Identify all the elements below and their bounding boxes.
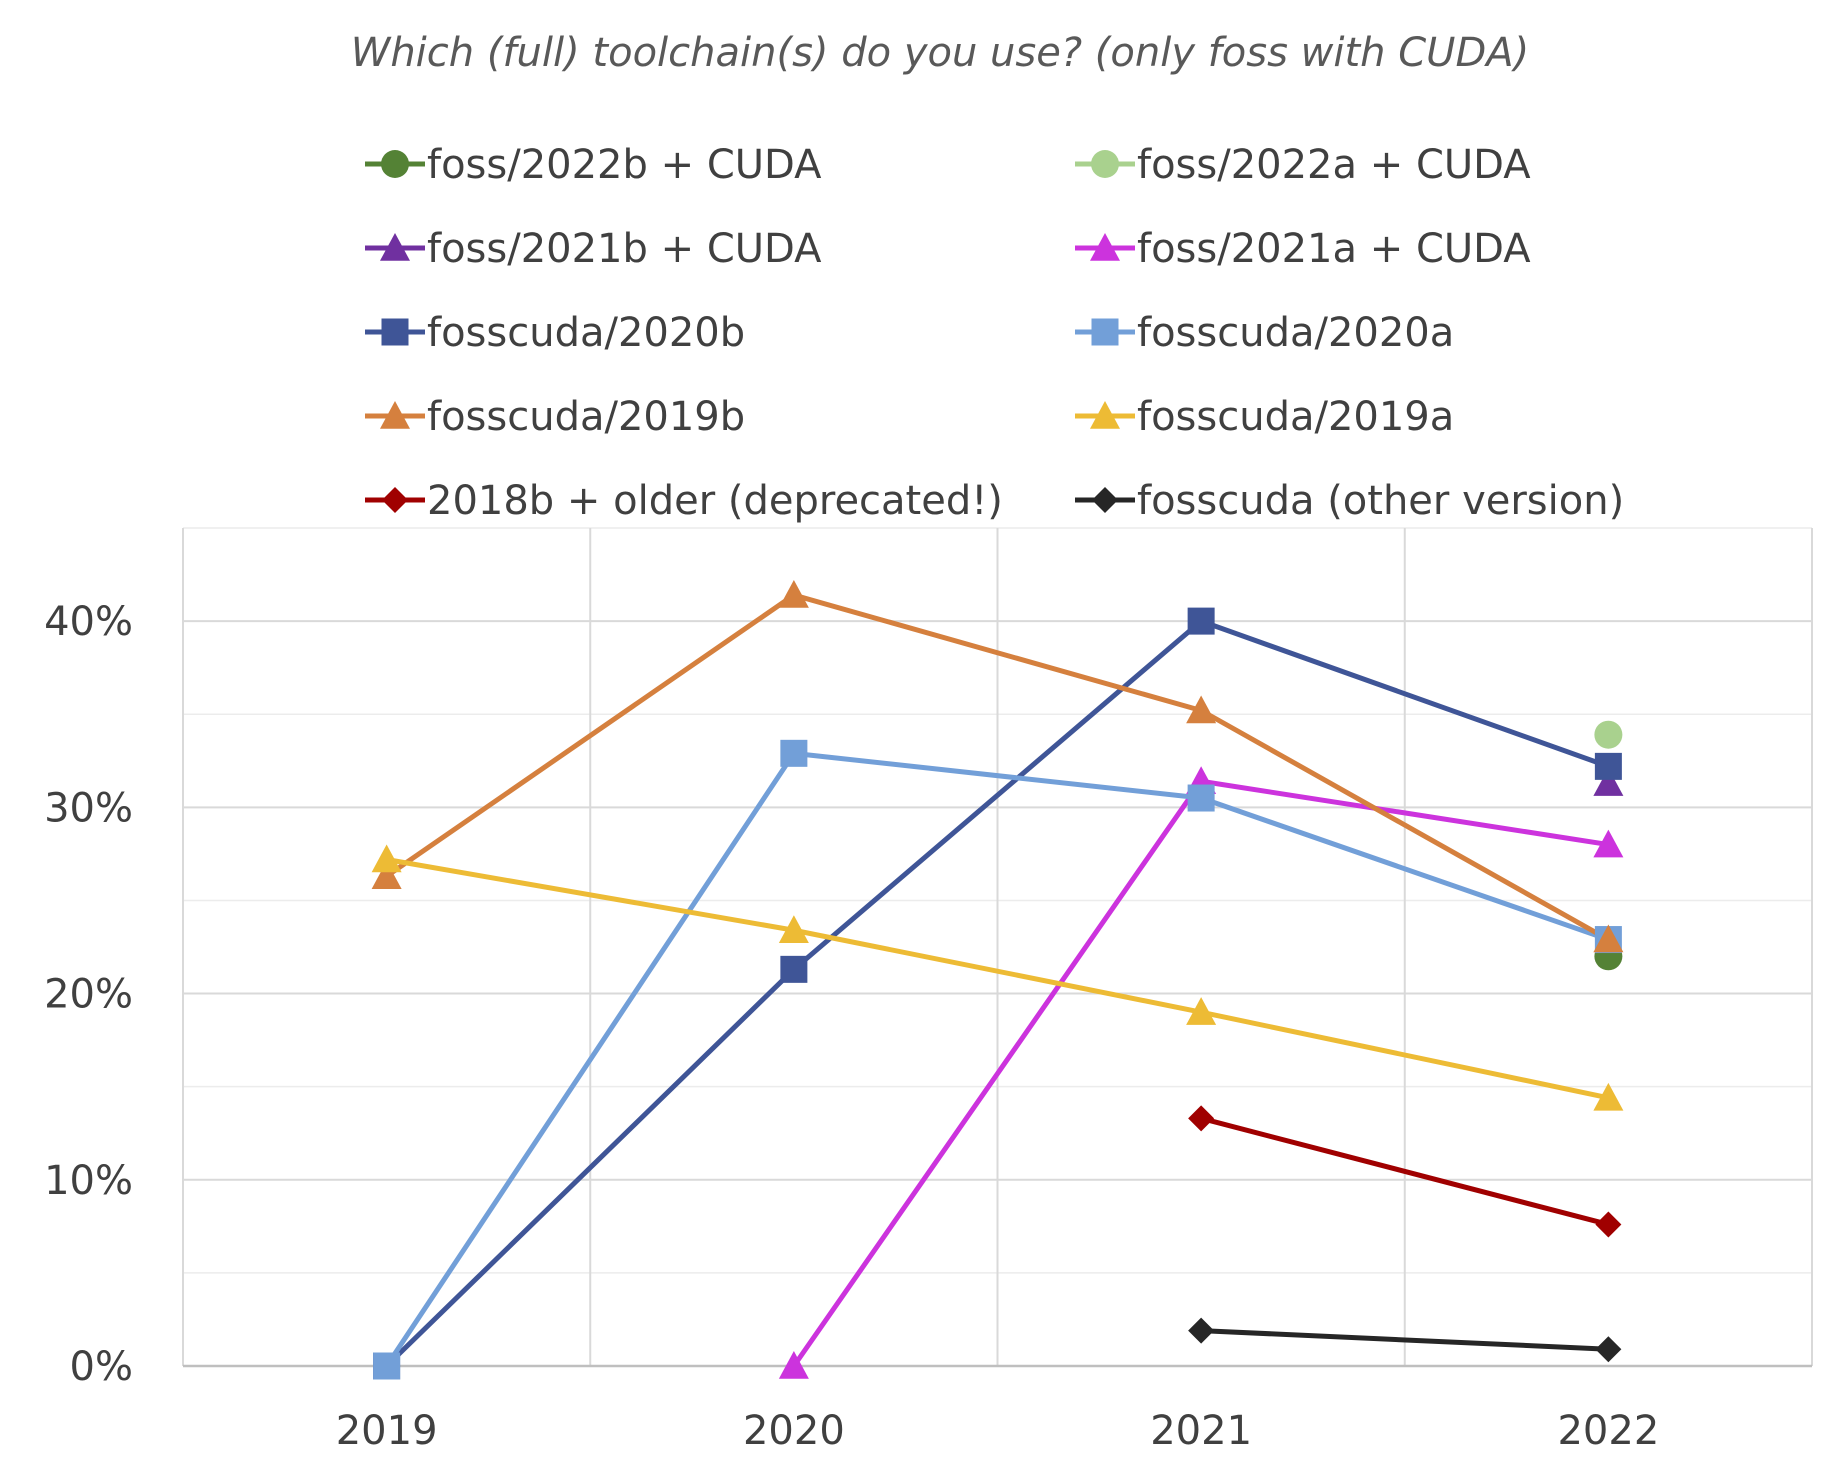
- legend-label: foss/2021a + CUDA: [1137, 226, 1531, 272]
- legend-marker: [1091, 150, 1119, 178]
- legend-entry-foss-2022a-cuda: foss/2022a + CUDA: [1075, 142, 1531, 188]
- gridlines: [182, 527, 1813, 1368]
- y-axis-ticks: 0% 10% 20% 30% 40%: [44, 599, 133, 1390]
- data-point-foss-2021a-cuda-2022: [1593, 829, 1624, 858]
- legend-label: fosscuda (other version): [1137, 478, 1624, 524]
- legend-marker: [1092, 487, 1118, 513]
- data-point-fosscuda-other-version-2022: [1595, 1336, 1622, 1363]
- x-tick-label: 2020: [743, 1408, 845, 1454]
- data-point-fosscuda-2020b-2021: [1187, 607, 1215, 635]
- x-tick-label: 2022: [1557, 1408, 1659, 1454]
- data-point-fosscuda-other-version-2021: [1188, 1317, 1215, 1344]
- legend-label: fosscuda/2019a: [1137, 394, 1454, 440]
- series-line-fosscuda-2020a: [384, 750, 1610, 1368]
- legend-label: fosscuda/2020a: [1137, 310, 1454, 356]
- data-point-fosscuda-2019a-2022: [1593, 1082, 1624, 1111]
- y-tick-label: 20%: [44, 972, 133, 1018]
- series-line-fosscuda-2019a: [386, 857, 1609, 1101]
- series-line-fosscuda-2020b: [384, 618, 1610, 1368]
- legend-label: fosscuda/2020b: [427, 310, 745, 356]
- data-point-fosscuda-2020a-2019: [373, 1352, 401, 1380]
- legend-marker: [1090, 233, 1120, 261]
- legend-entry-foss-2021b-cuda: foss/2021b + CUDA: [365, 226, 822, 272]
- data-point-foss-2022a-cuda-2022: [1594, 720, 1623, 749]
- legend-marker: [380, 401, 410, 429]
- legend-entry-foss-2021a-cuda: foss/2021a + CUDA: [1075, 226, 1531, 272]
- legend-entry-fosscuda-other-version: fosscuda (other version): [1075, 478, 1624, 524]
- legend-marker: [1091, 318, 1119, 346]
- data-point-fosscuda-2019b-2021: [1186, 695, 1217, 724]
- series-line-fosscuda-2019b: [385, 592, 1610, 942]
- data-point-fosscuda-2019b-2022: [1593, 924, 1624, 953]
- legend-entry-2018b-older-deprecated: 2018b + older (deprecated!): [365, 478, 1003, 524]
- legend-marker: [381, 150, 409, 178]
- x-tick-label: 2019: [336, 1408, 438, 1454]
- data-point-fosscuda-2019a-2021: [1186, 997, 1217, 1025]
- data-point-fosscuda-2020a-2020: [780, 739, 808, 767]
- legend-marker: [1090, 401, 1120, 429]
- series-line-fosscuda-other-version: [1201, 1328, 1609, 1352]
- data-point-fosscuda-2019b-2020: [778, 580, 809, 608]
- y-tick-label: 0%: [70, 1344, 133, 1390]
- data-point-2018b-older-deprecated-2022: [1595, 1211, 1622, 1238]
- legend-marker: [380, 233, 410, 261]
- x-tick-label: 2021: [1150, 1408, 1252, 1454]
- y-tick-label: 30%: [44, 785, 133, 831]
- legend-label: fosscuda/2019b: [427, 394, 745, 440]
- legend-entry-fosscuda-2020b: fosscuda/2020b: [365, 310, 745, 356]
- legend-entry-foss-2022b-cuda: foss/2022b + CUDA: [365, 142, 822, 188]
- legend-label: 2018b + older (deprecated!): [427, 478, 1003, 524]
- legend-entry-fosscuda-2019b: fosscuda/2019b: [365, 394, 745, 440]
- legend-entry-fosscuda-2019a: fosscuda/2019a: [1075, 394, 1454, 440]
- y-tick-label: 10%: [44, 1158, 133, 1204]
- data-point-fosscuda-2019a-2019: [371, 844, 402, 873]
- legend: foss/2022b + CUDA foss/2022a + CUDA foss/2…: [365, 142, 1624, 524]
- data-point-2018b-older-deprecated-2021: [1188, 1105, 1215, 1132]
- data-point-fosscuda-2020b-2022: [1594, 752, 1622, 780]
- legend-marker: [382, 487, 408, 513]
- chart-title: Which (full) toolchain(s) do you use? (o…: [351, 30, 1529, 76]
- y-tick-label: 40%: [44, 599, 133, 645]
- legend-label: foss/2022b + CUDA: [427, 142, 822, 188]
- data-point-fosscuda-2019a-2020: [778, 915, 809, 943]
- data-point-foss-2021a-cuda-2020: [778, 1351, 809, 1379]
- data-point-fosscuda-2020b-2020: [780, 955, 808, 983]
- data-point-foss-2021b-cuda-2022: [1593, 768, 1624, 796]
- legend-marker: [381, 318, 409, 346]
- series-markers: [371, 580, 1624, 1380]
- legend-entry-fosscuda-2020a: fosscuda/2020a: [1075, 310, 1454, 356]
- x-axis-ticks: 2019 2020 2021 2022: [336, 1408, 1660, 1454]
- data-point-fosscuda-2020a-2021: [1187, 784, 1215, 812]
- series-line-2018b-older-deprecated: [1200, 1115, 1610, 1227]
- legend-label: foss/2021b + CUDA: [427, 226, 822, 272]
- legend-label: foss/2022a + CUDA: [1137, 142, 1531, 188]
- plot-area: 0% 10% 20% 30% 40% 2019 2020 2021 2022: [44, 527, 1813, 1454]
- data-point-fosscuda-2019b-2019: [371, 861, 402, 889]
